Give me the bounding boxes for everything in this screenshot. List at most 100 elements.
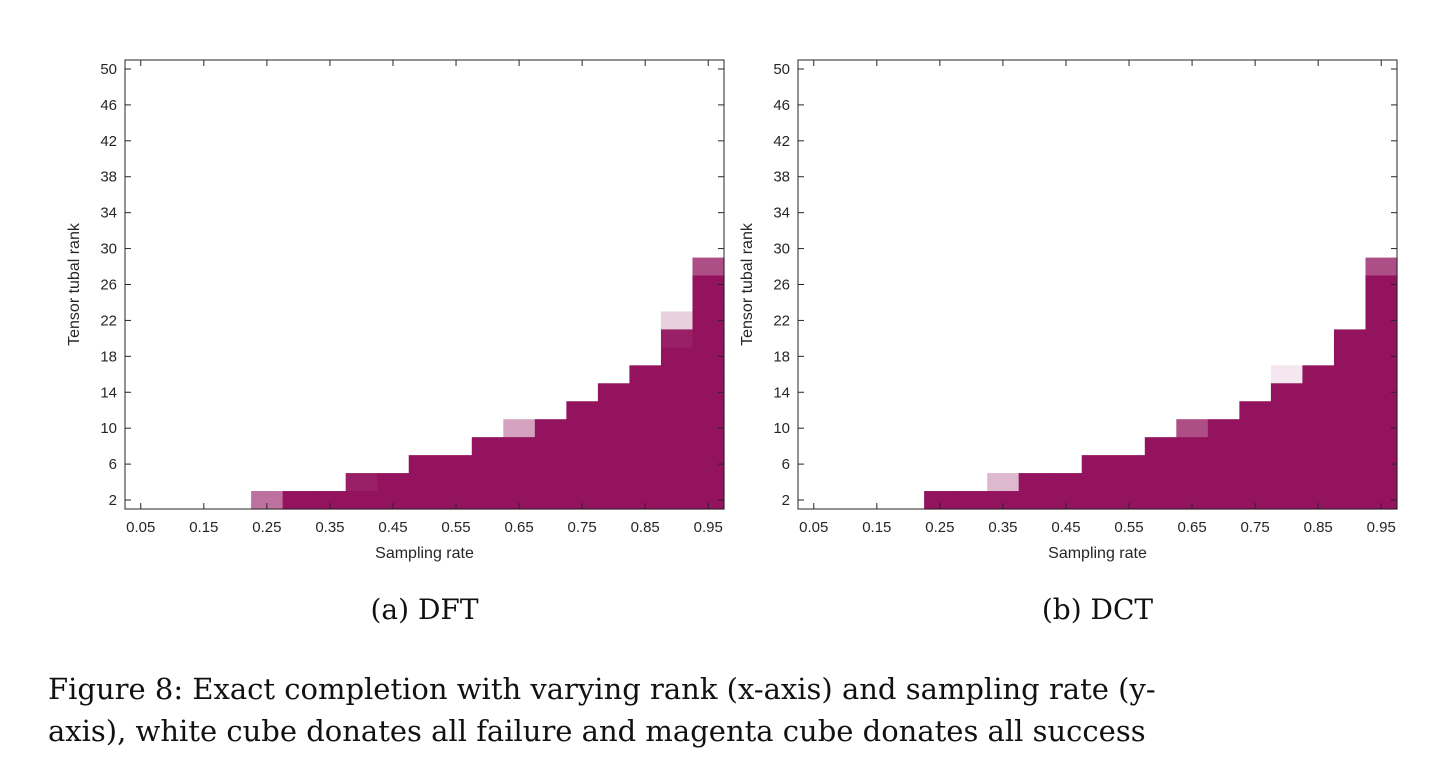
heatmap-cell (1365, 437, 1398, 456)
heatmap-cell (692, 257, 725, 277)
y-tick-label: 46 (100, 97, 117, 114)
heatmap-cell (1270, 491, 1304, 510)
heatmap-cell (692, 401, 725, 420)
heatmap-cell (251, 491, 284, 510)
heatmap-cell (471, 473, 504, 492)
y-tick-label: 14 (100, 384, 117, 401)
y-tick-label: 2 (109, 492, 117, 509)
heatmap-cell (597, 473, 631, 492)
heatmap-cell (629, 491, 662, 510)
x-tick-label: 0.35 (988, 519, 1017, 536)
y-tick-label: 10 (773, 420, 790, 437)
x-axis-label: Sampling rate (1048, 545, 1147, 562)
heatmap-cell (1302, 401, 1335, 420)
heatmap-cell (1333, 455, 1367, 474)
y-tick-label: 26 (100, 277, 117, 294)
heatmap-cell (1270, 455, 1304, 474)
heatmap-cell (1176, 491, 1209, 510)
heatmap-cell (629, 455, 662, 474)
heatmap-cell (566, 437, 599, 456)
heatmap-cell (1176, 455, 1209, 474)
heatmap-cell (503, 491, 536, 510)
heatmap-cell (660, 455, 694, 474)
x-tick-label: 0.45 (378, 519, 407, 536)
heatmap-cell (1302, 455, 1335, 474)
heatmap-cell (1270, 419, 1304, 438)
heatmap-cell (660, 419, 694, 438)
heatmap-cell (1081, 473, 1114, 492)
heatmap-cell (1333, 491, 1367, 510)
heatmap-cell (1018, 491, 1051, 510)
x-tick-label: 0.65 (1177, 519, 1206, 536)
figure-canvas: 0.05 0.15 0.25 0.35 0.45 0.55 0.65 0.75 0.85 0.95… (66, 59, 1398, 626)
heatmap-cell (1302, 491, 1335, 510)
heatmap-cell (1270, 437, 1304, 456)
heatmap-cell (1365, 329, 1398, 348)
heatmap-cell (692, 365, 725, 384)
heatmap-cell (345, 473, 378, 492)
y-tick-label: 34 (100, 205, 117, 222)
y-tick-label: 22 (773, 312, 790, 329)
heatmap-cell (1144, 455, 1177, 474)
heatmap-cell (440, 491, 473, 510)
x-tick-label: 0.95 (1367, 519, 1396, 536)
heatmap-cell (1365, 401, 1398, 420)
heatmap-cell (660, 401, 694, 420)
y-tick-label: 30 (100, 241, 117, 258)
heatmap-cell (660, 347, 694, 366)
chart-panel-2: 0.05 0.15 0.25 0.35 0.45 0.55 0.65 0.75 0.85 0.95… (739, 59, 1398, 626)
heatmap-cell (408, 473, 441, 492)
heatmap-cell (471, 491, 504, 510)
heatmap-cell (1239, 455, 1272, 474)
subfigure-caption: (a) DFT (371, 593, 479, 626)
heatmap-cell (692, 329, 725, 348)
heatmap-cell (1270, 365, 1304, 384)
heatmap-cell (692, 347, 725, 366)
heatmap-cell (503, 437, 536, 456)
heatmap-cell (1144, 491, 1177, 510)
x-tick-label: 0.75 (1241, 519, 1270, 536)
heatmap-cell (1050, 473, 1083, 492)
y-tick-label: 46 (773, 97, 790, 114)
heatmap-cell (1302, 383, 1335, 402)
heatmap-cell (503, 419, 536, 438)
heatmap-cell (1207, 473, 1240, 492)
y-tick-label: 18 (100, 348, 117, 365)
heatmap-cell (660, 311, 694, 330)
y-tick-label: 18 (773, 348, 790, 365)
heatmap-cell (1302, 437, 1335, 456)
y-tick-label: 26 (773, 277, 790, 294)
heatmap-cell (692, 275, 725, 295)
caption-line-2: axis), white cube donates all failure an… (48, 714, 1146, 748)
heatmap-cell (597, 383, 631, 402)
x-tick-label: 0.45 (1051, 519, 1080, 536)
heatmap-cell (1144, 473, 1177, 492)
heatmap-cell (692, 455, 725, 474)
figure-caption: Figure 8: Exact completion with varying … (48, 668, 1428, 752)
heatmap-cell (597, 437, 631, 456)
y-tick-label: 42 (773, 133, 790, 150)
y-tick-label: 30 (773, 241, 790, 258)
heatmap-cell (1081, 491, 1114, 510)
heatmap-cell (282, 491, 315, 510)
x-tick-label: 0.05 (126, 519, 155, 536)
heatmap-cell (1302, 419, 1335, 438)
heatmap-cell (377, 491, 410, 510)
heatmap-cell (534, 455, 567, 474)
heatmap-cell (1270, 401, 1304, 420)
y-tick-label: 14 (773, 384, 790, 401)
y-tick-label: 50 (773, 61, 790, 78)
heatmap-cell (660, 329, 694, 348)
heatmap-cell (566, 401, 599, 420)
heatmap-cell (1365, 419, 1398, 438)
heatmap-cell (1144, 437, 1177, 456)
y-tick-label: 50 (100, 61, 117, 78)
chart-panel-1: 0.05 0.15 0.25 0.35 0.45 0.55 0.65 0.75 0.85 0.95… (66, 59, 725, 626)
heatmap-cell (1302, 365, 1335, 384)
heatmap-cell (1113, 473, 1146, 492)
heatmap-cell (1333, 365, 1367, 384)
heatmap-cell (377, 473, 410, 492)
heatmap-cell (1365, 365, 1398, 384)
heatmap-cells (924, 257, 1398, 510)
heatmap-cell (345, 491, 378, 510)
